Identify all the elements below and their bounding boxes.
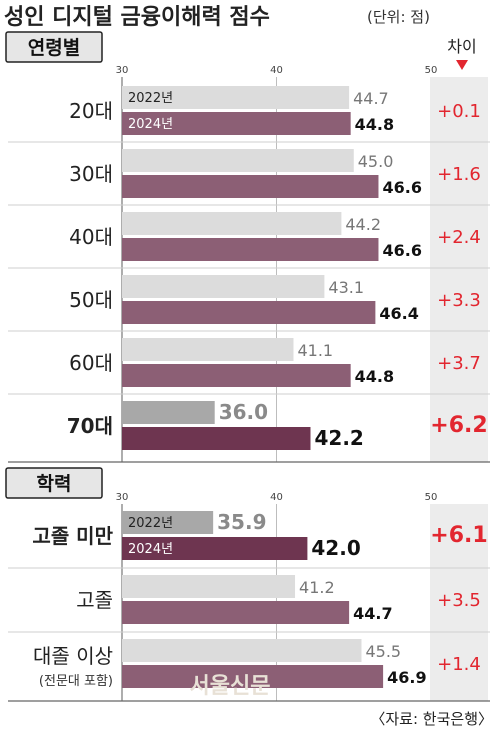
diff-header: 차이 [447,37,476,56]
category-sublabel: (전문대 포함) [39,674,113,689]
bar-2024 [122,364,351,387]
bar-2024-value: 44.8 [355,367,394,386]
watermark: 서울신문 [190,674,271,699]
bar-2022-value: 45.5 [365,642,401,661]
bar-2024-value: 44.8 [355,115,394,134]
section-label-box [5,467,103,499]
chart-section-1: 학력 30 40 50 고졸 미만 35.9 42.0 2022년 2024년 +6.1 고졸 41.… [5,467,490,702]
bar-2022-value: 35.9 [217,510,266,534]
category-label: 고졸 미만 [32,524,113,548]
diff-down-arrow-icon [456,60,468,70]
bar-2024 [122,601,350,624]
unit-label: (단위: 점) [367,8,430,26]
category-label: 50대 [69,288,113,312]
source-note: 〈자료: 한국은행〉 [370,710,493,728]
bar-2024 [122,301,376,324]
bar-2022 [122,149,354,172]
bar-2022-value: 41.2 [299,578,335,597]
bar-2024-value: 44.7 [353,604,392,623]
category-label: 60대 [69,351,113,375]
bar-2024 [122,175,379,198]
bar-2024 [122,427,311,450]
bar-2022 [122,212,342,235]
chart-title: 성인 디지털 금융이해력 점수 [4,5,270,30]
bar-2022-value: 41.1 [297,341,333,360]
legend-2022: 2022년 [128,91,173,106]
bar-2024-value: 46.9 [387,668,426,687]
bar-2022-value: 44.2 [345,215,381,234]
diff-panel [430,77,488,462]
bar-2024-value: 46.4 [379,304,418,323]
category-label: 70대 [67,414,113,438]
bar-2022 [122,338,294,361]
x-tick-label: 30 [116,492,129,503]
bar-2024 [122,238,379,261]
bar-2024 [122,112,351,135]
diff-value: +2.4 [437,227,481,248]
bar-2022 [122,639,362,662]
bar-2024-value: 46.6 [382,178,421,197]
x-tick-label: 40 [270,65,283,76]
x-tick-label: 50 [425,492,438,503]
bar-2024-value: 42.2 [314,426,363,450]
category-label: 고졸 [76,588,113,612]
bar-2024 [122,665,384,688]
chart-section-0: 연령별 30 40 50 20대 44.7 44.8 2022년 2024년 +0.1 30대 45.… [5,31,490,463]
diff-value: +3.7 [437,353,481,374]
category-label: 30대 [69,162,113,186]
category-label: 대졸 이상 [33,644,113,668]
section-label-box [5,31,103,63]
bar-2024 [122,537,308,560]
bar-2024-value: 42.0 [311,536,360,560]
bar-2022 [122,275,325,298]
bar-2022 [122,86,350,109]
bar-2022 [122,401,215,424]
diff-value: +6.2 [430,413,487,438]
bar-2022-value: 36.0 [219,400,268,424]
bar-2022-value: 43.1 [328,278,364,297]
bar-2022-value: 44.7 [353,89,389,108]
bar-2022 [122,575,296,598]
bar-2024-value: 46.6 [382,241,421,260]
bar-2022 [122,511,214,534]
section-label: 학력 [37,473,72,495]
diff-value: +3.5 [437,590,481,611]
diff-value: +0.1 [437,101,481,122]
diff-value: +6.1 [430,523,487,548]
bar-2022-value: 45.0 [358,152,394,171]
x-tick-label: 40 [270,492,283,503]
section-label: 연령별 [28,37,80,59]
category-label: 40대 [69,225,113,249]
legend-2022: 2022년 [128,516,173,531]
x-tick-label: 30 [116,65,129,76]
legend-2024: 2024년 [128,542,173,557]
diff-value: +3.3 [437,290,481,311]
diff-value: +1.6 [437,164,481,185]
diff-value: +1.4 [437,654,481,675]
diff-panel [430,504,488,701]
legend-2024: 2024년 [128,117,173,132]
category-label: 20대 [69,99,113,123]
x-tick-label: 50 [425,65,438,76]
